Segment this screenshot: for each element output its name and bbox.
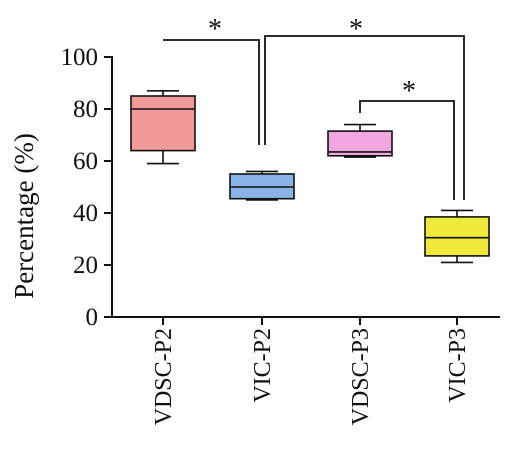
- significance-star: *: [208, 14, 222, 45]
- significance-bracket: *: [163, 14, 260, 145]
- boxes: [130, 90, 490, 264]
- significance-bracket: *: [264, 14, 465, 200]
- significance-bracket: *: [359, 76, 455, 200]
- box-vic-p2: [229, 170, 295, 201]
- x-tick-label: VIC-P2: [250, 328, 276, 403]
- y-tick-label: 100: [61, 44, 99, 71]
- bracket-line: [359, 100, 455, 200]
- y-axis-label: Percentage (%): [9, 133, 39, 299]
- y-tick-label: 60: [73, 148, 98, 175]
- iqr-box: [424, 216, 490, 257]
- x-tick-label: VIC-P3: [445, 328, 471, 403]
- significance-star: *: [349, 14, 363, 45]
- x-tick-label: VDSC-P2: [151, 328, 177, 425]
- significance-brackets: * * *: [163, 14, 465, 200]
- y-tick-label: 0: [86, 304, 99, 331]
- iqr-box: [130, 95, 196, 152]
- axes: 0 20 40 60 80 100 VDSC-P2 VIC-P2 VDSC-P3 VIC-P3: [61, 44, 500, 425]
- bracket-line: [163, 39, 260, 145]
- y-tick-label: 20: [73, 252, 98, 279]
- box-vdsc-p3: [327, 123, 393, 158]
- box-vdsc-p2: [130, 90, 196, 165]
- box-vic-p3: [424, 209, 490, 264]
- y-tick-label: 40: [73, 200, 98, 227]
- bracket-line: [264, 35, 465, 200]
- y-tick-label: 80: [73, 96, 98, 123]
- significance-star: *: [402, 76, 416, 107]
- x-tick-label: VDSC-P3: [348, 328, 374, 425]
